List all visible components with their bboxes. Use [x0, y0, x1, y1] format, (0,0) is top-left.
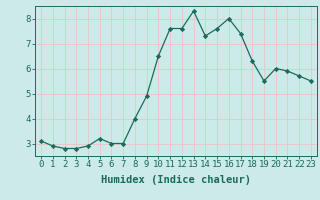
X-axis label: Humidex (Indice chaleur): Humidex (Indice chaleur) [101, 175, 251, 185]
